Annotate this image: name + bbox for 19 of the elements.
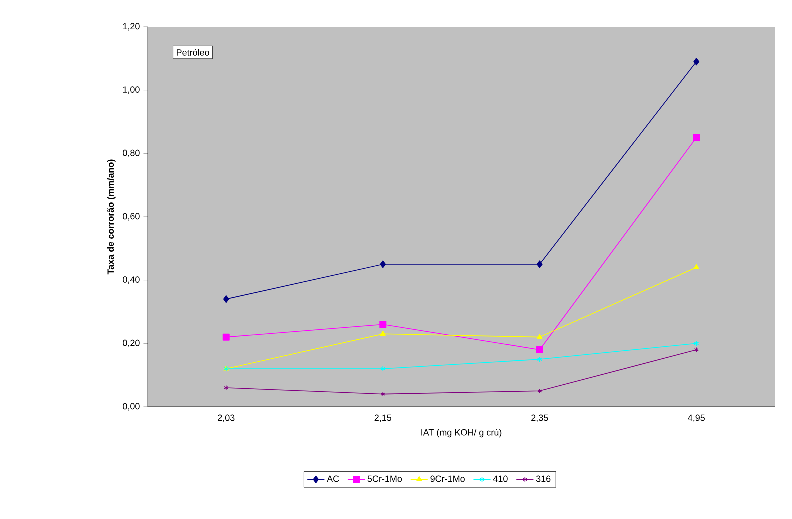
y-tick-label: 0,40 [123, 276, 140, 284]
legend-label: 9Cr-1Mo [430, 476, 465, 482]
legend-label: 316 [536, 476, 551, 482]
legend-label: 5Cr-1Mo [368, 476, 402, 482]
x-axis-title: IAT (mg KOH/ g crú) [422, 429, 502, 438]
x-tick-label: 2,15 [374, 414, 392, 422]
legend-label: 410 [493, 476, 508, 482]
y-tick-label: 1,20 [123, 23, 140, 31]
y-tick-label: 0,60 [123, 213, 140, 221]
x-tick-label: 4,95 [688, 414, 705, 422]
y-tick-label: 0,20 [123, 340, 140, 348]
x-tick-label: 2,35 [532, 414, 548, 422]
legend-label: AC [327, 476, 340, 482]
y-axis-title: Taxa de corrorão (mm/ano) [107, 160, 116, 275]
y-tick-label: 0,80 [123, 150, 140, 158]
y-tick-label: 0,00 [123, 403, 140, 411]
annotation: Petróleo [177, 49, 210, 56]
y-tick-label: 1,00 [123, 86, 140, 94]
x-tick-label: 2,03 [218, 414, 235, 422]
